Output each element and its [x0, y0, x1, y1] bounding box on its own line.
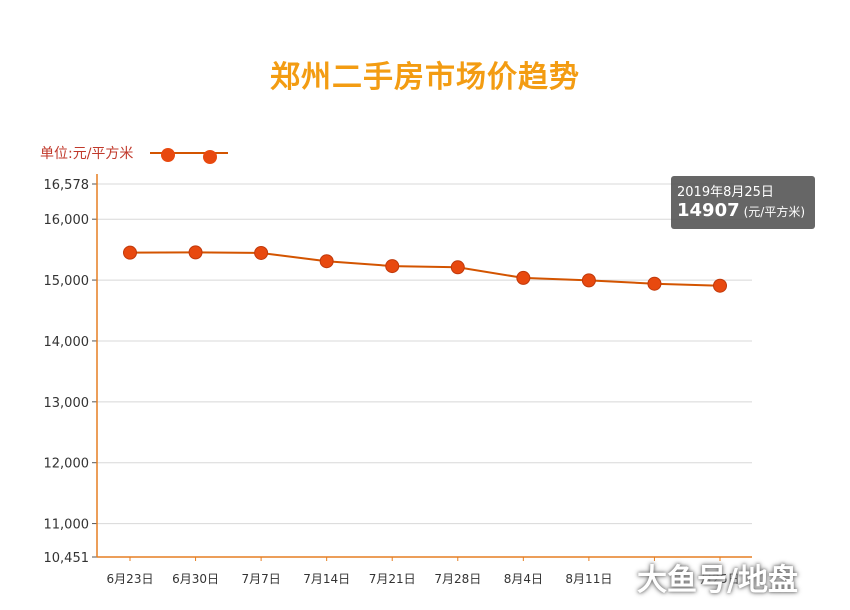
data-point [319, 254, 334, 269]
x-tick-label: 7月14日 [303, 572, 350, 586]
watermark-text: 大鱼号/地盘 [637, 563, 798, 598]
data-point [713, 278, 727, 293]
data-point [647, 276, 662, 291]
y-tick-label: 16,000 [44, 213, 90, 228]
legend-marker-left [161, 148, 175, 162]
x-tick-label: 8月4日 [504, 572, 543, 586]
data-point [254, 245, 269, 260]
y-tick-label: 14,000 [44, 335, 90, 350]
legend-line [150, 152, 228, 154]
x-tick-label: 7月28日 [434, 572, 481, 586]
data-point [450, 260, 465, 275]
x-tick-label: 6月30日 [172, 572, 219, 586]
y-tick-label: 11,000 [44, 518, 90, 533]
data-point [385, 259, 400, 274]
x-tick-label: 月25日 [700, 572, 739, 586]
chart-title: 郑州二手房市场价趋势 [270, 60, 580, 95]
unit-label: 单位:元/平方米 [40, 146, 134, 162]
data-point [188, 245, 203, 260]
x-tick-label: 6月23日 [107, 572, 154, 586]
tooltip-unit: (元/平方米) [743, 205, 806, 219]
data-tooltip: 2019年8月25日 14907 (元/平方米) [671, 176, 815, 229]
x-tick-label: 8月11日 [565, 572, 612, 586]
y-tick-label: 13,000 [44, 396, 90, 411]
series-line [129, 251, 721, 287]
tooltip-date: 2019年8月25日 [677, 185, 774, 200]
data-point [581, 273, 596, 288]
tooltip-value: 14907 [677, 200, 740, 221]
y-tick-label: 15,000 [44, 274, 90, 289]
y-tick-label: 12,000 [44, 457, 90, 472]
y-tick-label: 16,578 [44, 178, 90, 193]
x-tick-label: 7月21日 [369, 572, 416, 586]
data-point [123, 245, 137, 260]
legend-marker-right [203, 150, 217, 164]
x-tick-label: 7月7日 [241, 572, 280, 586]
y-tick-label: 10,451 [44, 551, 90, 566]
data-point [516, 270, 531, 285]
